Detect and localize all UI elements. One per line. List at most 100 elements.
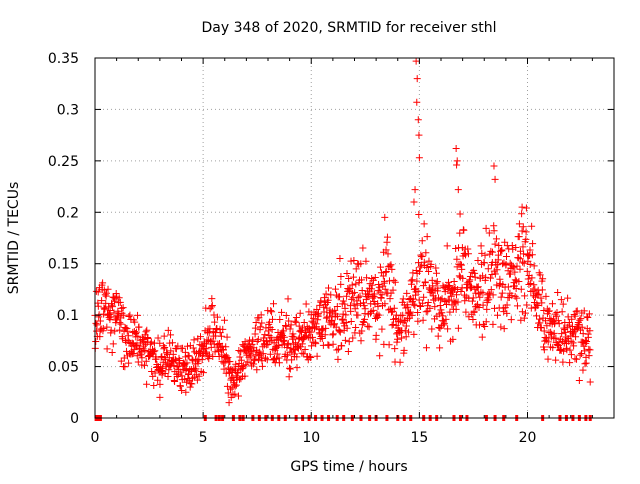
data-point (517, 285, 525, 293)
data-point (418, 253, 426, 261)
data-point (156, 339, 164, 347)
data-point (329, 330, 337, 338)
data-point (341, 336, 349, 344)
data-point (566, 346, 574, 354)
data-point (282, 323, 290, 331)
data-point (318, 326, 326, 334)
data-point (142, 357, 150, 365)
data-point (462, 308, 470, 316)
axis-ticks: 0 0.05 0.1 0.15 0.2 0.25 0.3 0.35 0 5 10 15 20 (48, 51, 614, 446)
data-point (117, 320, 125, 328)
data-point (413, 75, 421, 83)
data-point (337, 280, 345, 288)
data-point (313, 306, 321, 314)
data-point (136, 349, 144, 357)
data-point (491, 240, 499, 248)
data-point (224, 389, 232, 397)
data-point (580, 307, 588, 315)
data-point (533, 312, 541, 320)
data-point (419, 299, 427, 307)
data-point (483, 305, 491, 313)
data-point (225, 364, 233, 372)
data-point (434, 284, 442, 292)
data-point (379, 272, 387, 280)
data-point (535, 290, 543, 298)
data-point (268, 325, 276, 333)
data-point (341, 304, 349, 312)
data-point (475, 303, 483, 311)
data-point (130, 346, 138, 354)
data-point (154, 334, 162, 342)
data-point (117, 357, 125, 365)
data-point (378, 291, 386, 299)
data-point (445, 281, 453, 289)
data-point (372, 331, 380, 339)
data-point (516, 265, 524, 273)
data-point (314, 309, 322, 317)
data-point (322, 314, 330, 322)
data-point (518, 210, 526, 218)
data-point (393, 335, 401, 343)
data-point (100, 304, 108, 312)
data-point (158, 352, 166, 360)
data-point (552, 356, 560, 364)
data-point (322, 290, 330, 298)
data-point (285, 373, 293, 381)
data-point (351, 305, 359, 313)
data-point (495, 242, 503, 250)
data-point (453, 161, 461, 169)
data-point (476, 293, 484, 301)
data-point (518, 203, 526, 211)
data-point (523, 301, 531, 309)
data-point (480, 259, 488, 267)
data-point (201, 348, 209, 356)
data-point (391, 278, 399, 286)
data-point (302, 300, 310, 308)
data-point (389, 307, 397, 315)
data-point (450, 278, 458, 286)
data-point (336, 254, 344, 262)
data-point (329, 340, 337, 348)
data-point (289, 330, 297, 338)
data-point (202, 304, 210, 312)
data-point (356, 300, 364, 308)
data-point (263, 356, 271, 364)
data-point (347, 307, 355, 315)
data-point (360, 318, 368, 326)
data-point (286, 325, 294, 333)
y-tick-label: 0.1 (57, 308, 79, 324)
data-point (470, 307, 478, 315)
data-point (306, 352, 314, 360)
data-point (273, 350, 281, 358)
data-point (464, 250, 472, 258)
data-point (559, 358, 567, 366)
data-point (511, 268, 519, 276)
data-point (559, 300, 567, 308)
data-point (161, 369, 169, 377)
data-point (333, 291, 341, 299)
data-point (346, 302, 354, 310)
data-point (266, 350, 274, 358)
data-point (544, 338, 552, 346)
x-tick-label: 20 (519, 430, 537, 446)
data-point (408, 276, 416, 284)
data-point (176, 382, 184, 390)
data-point (349, 334, 357, 342)
data-point (415, 296, 423, 304)
data-point (213, 313, 221, 321)
data-point (381, 300, 389, 308)
x-tick-label: 10 (302, 430, 320, 446)
data-point (497, 323, 505, 331)
data-point (521, 292, 529, 300)
data-point (284, 341, 292, 349)
data-point (160, 332, 168, 340)
data-point (275, 359, 283, 367)
data-point (116, 298, 124, 306)
data-point (333, 346, 341, 354)
data-point (524, 275, 532, 283)
data-point (295, 322, 303, 330)
data-point (231, 382, 239, 390)
data-point (423, 233, 431, 241)
data-point (554, 317, 562, 325)
data-point (503, 301, 511, 309)
